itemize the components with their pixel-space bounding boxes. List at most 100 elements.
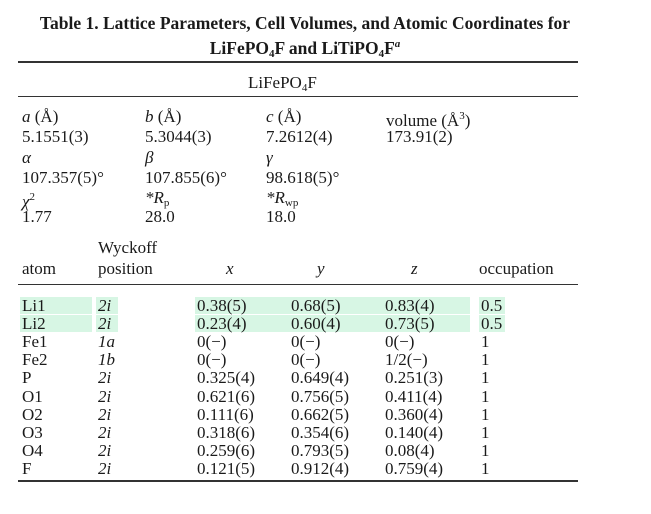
col-header-wyckoff: Wyckoff <box>98 238 158 257</box>
table-caption: Table 1. Lattice Parameters, Cell Volume… <box>0 13 610 65</box>
row-highlight <box>195 315 470 332</box>
cell-atom: Fe1 <box>22 332 48 351</box>
cell-z: 0.08(4) <box>385 441 435 460</box>
param-a-value: 5.1551(3) <box>22 127 89 146</box>
cell-occupation: 1 <box>481 350 490 369</box>
col-header-z: z <box>411 259 418 278</box>
col-header-occupation: occupation <box>479 259 554 278</box>
cell-occupation: 1 <box>481 423 490 442</box>
cell-atom: Li1 <box>22 296 46 315</box>
cell-z: 0.759(4) <box>385 459 444 478</box>
param-beta-value: 107.855(6)° <box>145 168 227 187</box>
header-rule <box>18 284 578 285</box>
cell-x: 0(−) <box>197 332 227 351</box>
compound-rule <box>18 96 578 97</box>
cell-x: 0.325(4) <box>197 368 256 387</box>
cell-atom: P <box>22 368 32 387</box>
cell-x: 0.38(5) <box>197 296 247 315</box>
param-chi-label: χ2 <box>22 191 35 211</box>
cell-y: 0.649(4) <box>291 368 350 387</box>
cell-atom: O3 <box>22 423 43 442</box>
col-header-atom: atom <box>22 259 56 278</box>
col-header-position: position <box>98 259 153 278</box>
cell-occupation: 1 <box>481 368 490 387</box>
cell-occupation: 1 <box>481 441 490 460</box>
param-c-value: 7.2612(4) <box>266 127 333 146</box>
cell-y: 0.60(4) <box>291 314 341 333</box>
caption-line-1: Table 1. Lattice Parameters, Cell Volume… <box>39 13 571 33</box>
cell-occupation: 0.5 <box>481 314 503 333</box>
cell-z: 0.83(4) <box>385 296 435 315</box>
cell-y: 0.912(4) <box>291 459 350 478</box>
cell-atom: Fe2 <box>22 350 48 369</box>
param-rwp-label: *Rwp <box>266 188 299 209</box>
param-gamma-value: 98.618(5)° <box>266 168 340 187</box>
cell-wyckoff: 2i <box>98 441 112 460</box>
cell-y: 0.68(5) <box>291 296 341 315</box>
cell-occupation: 0.5 <box>481 296 503 315</box>
cell-z: 0.411(4) <box>385 387 443 406</box>
cell-atom: F <box>22 459 32 478</box>
cell-wyckoff: 2i <box>98 423 112 442</box>
cell-wyckoff: 2i <box>98 368 112 387</box>
row-highlight <box>195 297 470 314</box>
caption-line-2: LiFePO4F and LiTiPO4Fa <box>209 38 401 60</box>
cell-x: 0.23(4) <box>197 314 247 333</box>
param-a-label: a (Å) <box>22 107 59 126</box>
cell-wyckoff: 2i <box>98 405 112 424</box>
row-highlight <box>96 297 118 314</box>
col-header-x: x <box>226 259 234 278</box>
cell-wyckoff: 1b <box>98 350 115 369</box>
cell-wyckoff: 2i <box>98 296 112 315</box>
cell-occupation: 1 <box>481 387 490 406</box>
param-chi-value: 1.77 <box>22 207 52 226</box>
col-header-y: y <box>317 259 325 278</box>
cell-x: 0.318(6) <box>197 423 256 442</box>
cell-z: 0.73(5) <box>385 314 435 333</box>
cell-occupation: 1 <box>481 459 490 478</box>
param-volume-value: 173.91(2) <box>386 127 453 146</box>
cell-x: 0(−) <box>197 350 227 369</box>
param-c-label: c (Å) <box>266 107 302 126</box>
param-b-label: b (Å) <box>145 107 182 126</box>
param-beta-label: β <box>145 148 154 167</box>
cell-atom: O1 <box>22 387 43 406</box>
cell-z: 0(−) <box>385 332 415 351</box>
row-highlight <box>20 297 92 314</box>
cell-z: 1/2(−) <box>385 350 428 369</box>
bottom-rule <box>18 480 578 482</box>
param-volume-label: volume (Å3) <box>386 110 471 130</box>
cell-wyckoff: 2i <box>98 387 112 406</box>
cell-x: 0.111(6) <box>197 405 254 424</box>
cell-z: 0.251(3) <box>385 368 444 387</box>
cell-y: 0(−) <box>291 332 321 351</box>
cell-z: 0.360(4) <box>385 405 444 424</box>
cell-occupation: 1 <box>481 405 490 424</box>
cell-atom: O2 <box>22 405 43 424</box>
cell-z: 0.140(4) <box>385 423 444 442</box>
param-alpha-label: α <box>22 148 31 167</box>
cell-wyckoff: 2i <box>98 314 112 333</box>
cell-y: 0.756(5) <box>291 387 350 406</box>
cell-y: 0.793(5) <box>291 441 350 460</box>
cell-y: 0.354(6) <box>291 423 350 442</box>
param-rwp-value: 18.0 <box>266 207 296 226</box>
row-highlight <box>20 315 92 332</box>
cell-atom: Li2 <box>22 314 46 333</box>
param-b-value: 5.3044(3) <box>145 127 212 146</box>
cell-x: 0.621(6) <box>197 387 256 406</box>
cell-occupation: 1 <box>481 332 490 351</box>
cell-y: 0.662(5) <box>291 405 350 424</box>
compound-heading: LiFePO4F <box>248 73 317 94</box>
row-highlight <box>96 315 118 332</box>
row-highlight <box>479 297 505 314</box>
cell-y: 0(−) <box>291 350 321 369</box>
cell-atom: O4 <box>22 441 43 460</box>
top-rule <box>18 61 578 63</box>
param-rp-value: 28.0 <box>145 207 175 226</box>
cell-wyckoff: 1a <box>98 332 115 351</box>
param-gamma-label: γ <box>266 148 273 167</box>
cell-wyckoff: 2i <box>98 459 112 478</box>
row-highlight <box>479 315 505 332</box>
cell-x: 0.121(5) <box>197 459 256 478</box>
